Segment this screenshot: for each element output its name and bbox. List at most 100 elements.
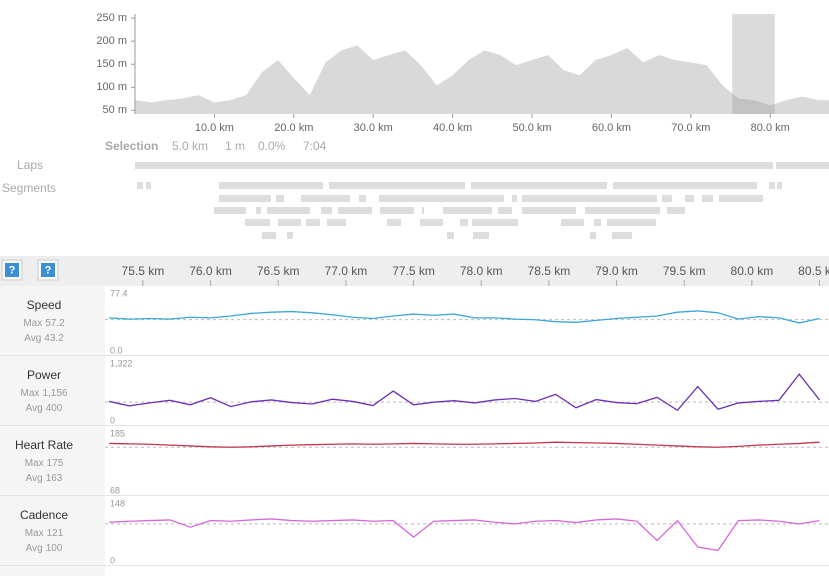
y-tick-label: 250 m bbox=[96, 12, 127, 24]
max-label: Max bbox=[23, 318, 42, 329]
panel-sidebar bbox=[0, 356, 105, 425]
segment-bar[interactable] bbox=[662, 195, 672, 202]
panel-max: Max 121 bbox=[25, 528, 64, 539]
max-label: Max bbox=[25, 458, 44, 469]
segment-bar[interactable] bbox=[769, 182, 775, 189]
segment-bar[interactable] bbox=[685, 195, 694, 202]
panel-sidebar bbox=[0, 566, 105, 576]
x-tick-label: 30.0 km bbox=[354, 122, 393, 134]
segment-bar[interactable] bbox=[338, 207, 372, 214]
segment-bar[interactable] bbox=[287, 232, 293, 239]
y-tick-label: 185 bbox=[110, 428, 125, 438]
y-tick-label: 0.0 bbox=[110, 345, 123, 355]
x-tick-label: 78.5 km bbox=[528, 264, 571, 278]
x-tick-label: 76.0 km bbox=[189, 264, 232, 278]
help-icon bbox=[41, 263, 55, 277]
x-tick-label: 79.0 km bbox=[595, 264, 638, 278]
selection-elevation: 1 m bbox=[225, 139, 245, 153]
segment-bar[interactable] bbox=[301, 195, 350, 202]
x-tick-label: 10.0 km bbox=[195, 122, 234, 134]
x-tick-label: 70.0 km bbox=[671, 122, 710, 134]
segment-bar[interactable] bbox=[420, 219, 443, 226]
selection-grade: 0.0% bbox=[258, 139, 286, 153]
panel-name: Power bbox=[27, 368, 61, 382]
segment-bar[interactable] bbox=[379, 195, 504, 202]
segment-bar[interactable] bbox=[594, 219, 601, 226]
segment-bar[interactable] bbox=[214, 207, 246, 214]
y-tick-label: 100 m bbox=[96, 81, 127, 93]
segment-bar[interactable] bbox=[256, 207, 261, 214]
lap-bar[interactable] bbox=[776, 162, 829, 169]
max-value: 121 bbox=[47, 528, 64, 539]
segment-bar[interactable] bbox=[327, 219, 346, 226]
panel-name: Cadence bbox=[20, 508, 68, 522]
segment-bar[interactable] bbox=[219, 195, 271, 202]
segment-bar[interactable] bbox=[262, 232, 276, 239]
segment-bar[interactable] bbox=[146, 182, 151, 189]
segment-bar[interactable] bbox=[137, 182, 143, 189]
segment-bar[interactable] bbox=[447, 232, 454, 239]
segment-bar[interactable] bbox=[607, 219, 656, 226]
segment-bar[interactable] bbox=[443, 207, 492, 214]
segment-bar[interactable] bbox=[329, 182, 465, 189]
segment-bar[interactable] bbox=[380, 207, 414, 214]
data-line bbox=[109, 310, 820, 324]
panel-avg: Avg 100 bbox=[26, 543, 63, 554]
avg-value: 100 bbox=[46, 543, 63, 554]
data-line bbox=[109, 441, 820, 448]
segment-bar[interactable] bbox=[245, 219, 270, 226]
segment-bar[interactable] bbox=[472, 219, 518, 226]
segment-bar[interactable] bbox=[561, 219, 584, 226]
segment-bar[interactable] bbox=[522, 195, 657, 202]
panel-sidebar bbox=[0, 286, 105, 355]
max-value: 57.2 bbox=[45, 318, 65, 329]
segment-bar[interactable] bbox=[613, 182, 757, 189]
segment-bar[interactable] bbox=[387, 219, 401, 226]
segment-bar[interactable] bbox=[359, 195, 366, 202]
avg-value: 43.2 bbox=[44, 333, 64, 344]
avg-value: 400 bbox=[46, 403, 63, 414]
panel-max: Max 1,156 bbox=[21, 388, 68, 399]
panel-sidebar bbox=[0, 496, 105, 565]
segment-bar[interactable] bbox=[306, 219, 320, 226]
help-icon bbox=[5, 263, 19, 277]
segment-bar[interactable] bbox=[702, 195, 713, 202]
selection-time: 7:04 bbox=[303, 139, 327, 153]
lap-bar[interactable] bbox=[135, 162, 773, 169]
x-tick-label: 77.0 km bbox=[325, 264, 368, 278]
segment-bar[interactable] bbox=[667, 207, 685, 214]
avg-label: Avg bbox=[26, 403, 43, 414]
avg-value: 163 bbox=[46, 473, 63, 484]
segment-bar[interactable] bbox=[422, 207, 424, 214]
segment-bar[interactable] bbox=[498, 207, 512, 214]
selection-label: Selection bbox=[105, 139, 158, 153]
segment-bar[interactable] bbox=[590, 232, 596, 239]
y-tick-label: 148 bbox=[110, 498, 125, 508]
data-line bbox=[108, 373, 821, 412]
segment-bar[interactable] bbox=[719, 195, 763, 202]
panel-max: Max 57.2 bbox=[23, 318, 65, 329]
segment-bar[interactable] bbox=[267, 207, 310, 214]
y-tick-label: 77.4 bbox=[110, 288, 128, 298]
segment-bar[interactable] bbox=[777, 182, 782, 189]
y-tick-label: 1,322 bbox=[110, 358, 133, 368]
x-tick-label: 80.0 km bbox=[731, 264, 774, 278]
segment-bar[interactable] bbox=[512, 195, 517, 202]
segment-bar[interactable] bbox=[276, 195, 284, 202]
x-tick-label: 79.5 km bbox=[663, 264, 706, 278]
segment-bar[interactable] bbox=[460, 219, 468, 226]
segment-bar[interactable] bbox=[278, 219, 301, 226]
segment-bar[interactable] bbox=[219, 182, 323, 189]
segment-bar[interactable] bbox=[612, 232, 632, 239]
segment-bar[interactable] bbox=[471, 182, 607, 189]
x-tick-label: 50.0 km bbox=[512, 122, 551, 134]
x-tick-label: 80.5 km bbox=[798, 264, 829, 278]
segment-bar[interactable] bbox=[585, 207, 660, 214]
segment-bar[interactable] bbox=[473, 232, 489, 239]
segment-bar[interactable] bbox=[321, 207, 332, 214]
y-tick-label: 50 m bbox=[103, 104, 127, 116]
x-tick-label: 75.5 km bbox=[122, 264, 165, 278]
panel-avg: Avg 400 bbox=[26, 403, 63, 414]
avg-label: Avg bbox=[24, 333, 41, 344]
segment-bar[interactable] bbox=[522, 207, 576, 214]
